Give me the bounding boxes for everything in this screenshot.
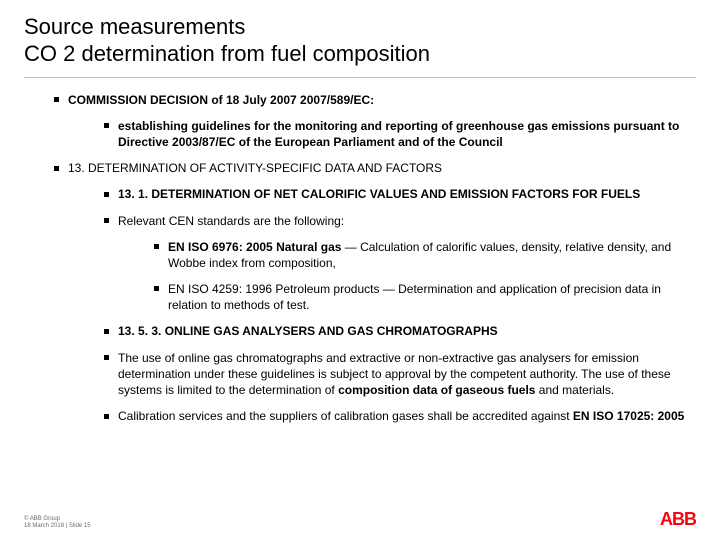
list-item: 13. 5. 3. ONLINE GAS ANALYSERS AND GAS C… <box>104 323 696 339</box>
abb-logo: ABB <box>660 509 696 530</box>
list-item-text: Calibration services and the suppliers o… <box>118 409 684 423</box>
list-item: 13. DETERMINATION OF ACTIVITY-SPECIFIC D… <box>54 160 696 424</box>
slide-title: Source measurements <box>24 14 696 39</box>
list-item-text: Relevant CEN standards are the following… <box>118 214 344 228</box>
list-item-text: COMMISSION DECISION of 18 July 2007 2007… <box>68 93 374 107</box>
list-item-text: EN ISO 6976: 2005 Natural gas — Calculat… <box>168 240 671 270</box>
list-item: Relevant CEN standards are the following… <box>104 213 696 314</box>
list-item: 13. 1. DETERMINATION OF NET CALORIFIC VA… <box>104 186 696 202</box>
nested-list: EN ISO 6976: 2005 Natural gas — Calculat… <box>154 239 696 314</box>
list-item: COMMISSION DECISION of 18 July 2007 2007… <box>54 92 696 151</box>
list-item: Calibration services and the suppliers o… <box>104 408 696 424</box>
list-item-text: 13. 5. 3. ONLINE GAS ANALYSERS AND GAS C… <box>118 324 498 338</box>
slide-container: Source measurements CO 2 determination f… <box>0 0 720 540</box>
list-item-text: 13. DETERMINATION OF ACTIVITY-SPECIFIC D… <box>68 161 442 175</box>
list-item: The use of online gas chromatographs and… <box>104 350 696 399</box>
list-item: establishing guidelines for the monitori… <box>104 118 696 150</box>
footer-date-slide: 18 March 2018 | Slide 15 <box>24 523 91 530</box>
list-item: EN ISO 6976: 2005 Natural gas — Calculat… <box>154 239 696 271</box>
list-item: EN ISO 4259: 1996 Petroleum products — D… <box>154 281 696 313</box>
footer: © ABB Group 18 March 2018 | Slide 15 <box>24 516 91 530</box>
title-divider <box>24 77 696 78</box>
slide-subtitle: CO 2 determination from fuel composition <box>24 41 696 66</box>
list-item-text: EN ISO 4259: 1996 Petroleum products — D… <box>168 282 661 312</box>
abb-logo-text: ABB <box>660 509 696 529</box>
nested-list: establishing guidelines for the monitori… <box>104 118 696 150</box>
list-item-text: The use of online gas chromatographs and… <box>118 351 671 397</box>
footer-copyright: © ABB Group <box>24 516 91 523</box>
list-item-text: 13. 1. DETERMINATION OF NET CALORIFIC VA… <box>118 187 640 201</box>
nested-list: 13. 1. DETERMINATION OF NET CALORIFIC VA… <box>104 186 696 424</box>
list-item-text: establishing guidelines for the monitori… <box>118 119 679 149</box>
content-list: COMMISSION DECISION of 18 July 2007 2007… <box>54 92 696 425</box>
